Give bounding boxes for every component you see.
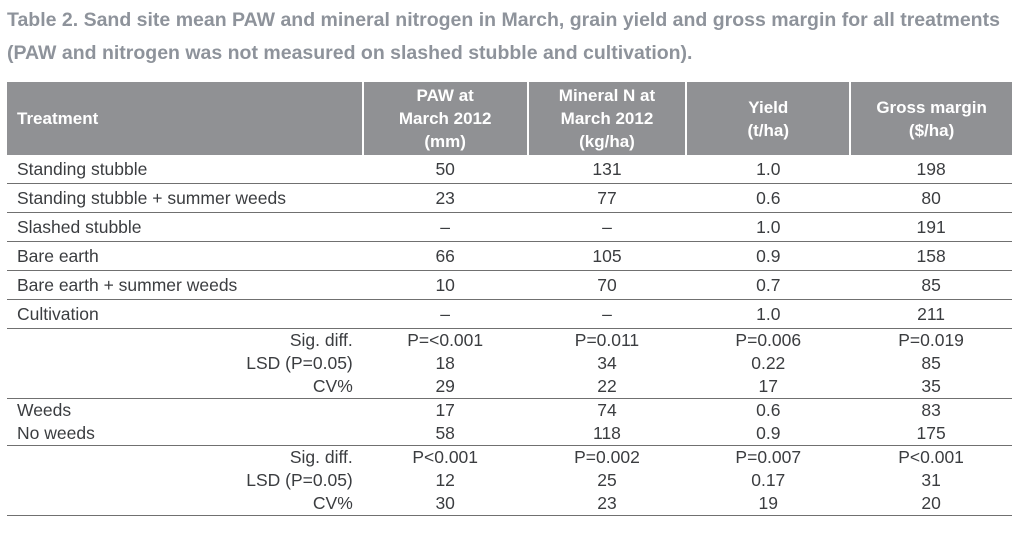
- treatment-cell: No weeds: [7, 422, 363, 446]
- table-row: Cultivation – – 1.0 211: [7, 299, 1012, 329]
- value-cell: 10: [362, 270, 528, 300]
- value-cell: 30: [362, 492, 528, 516]
- value-cell: 50: [362, 155, 528, 184]
- value-cell: 175: [850, 422, 1012, 446]
- value-cell: 23: [362, 183, 528, 213]
- treatment-cell: Standing stubble: [7, 155, 363, 184]
- stats-row-lsd: LSD (P=0.05) 12 25 0.17 31: [7, 469, 1012, 492]
- value-cell: 34: [597, 353, 617, 373]
- value-cell: 0.6: [756, 400, 781, 420]
- value-cell: P=0.007: [735, 447, 802, 467]
- table-row: Slashed stubble – – 1.0 191: [7, 212, 1012, 242]
- header-row: Treatment PAW at March 2012 (mm) Mineral…: [7, 82, 1012, 155]
- value-cell: 17: [435, 400, 455, 420]
- column-header-paw: PAW at March 2012 (mm): [361, 82, 528, 155]
- value-cell: 83: [921, 400, 941, 420]
- value-cell: P<0.001: [898, 447, 964, 467]
- treatment-cell: Weeds: [17, 400, 72, 420]
- value-cell: P=0.002: [574, 447, 640, 467]
- value-cell: 198: [850, 155, 1012, 184]
- treatment-cell: Cultivation: [7, 299, 363, 329]
- value-cell: 118: [527, 422, 687, 446]
- value-cell: 77: [527, 183, 687, 213]
- treatment-cell: Bare earth: [7, 241, 363, 271]
- value-cell: 105: [527, 241, 687, 271]
- value-cell: 31: [921, 470, 941, 490]
- value-cell: P=0.011: [574, 330, 640, 350]
- value-cell: 0.9: [686, 241, 851, 271]
- value-cell: 18: [435, 353, 455, 373]
- value-cell: 29: [362, 375, 528, 399]
- value-cell: 131: [527, 155, 687, 184]
- value-cell: –: [527, 212, 687, 242]
- results-table: Treatment PAW at March 2012 (mm) Mineral…: [7, 82, 1012, 516]
- value-cell: 17: [686, 375, 851, 399]
- table-row: Bare earth + summer weeds 10 70 0.7 85: [7, 270, 1012, 300]
- stat-label: CV%: [7, 492, 363, 516]
- value-cell: 85: [850, 270, 1012, 300]
- table-row: Weeds 17 74 0.6 83: [7, 399, 1012, 423]
- document-page: Table 2. Sand site mean PAW and mineral …: [7, 9, 1012, 516]
- stat-label: LSD (P=0.05): [246, 470, 353, 490]
- stats-row-lsd: LSD (P=0.05) 18 34 0.22 85: [7, 352, 1012, 375]
- stat-label: Sig. diff.: [289, 330, 353, 350]
- value-cell: 25: [597, 470, 617, 490]
- stats-row-cv: CV% 29 22 17 35: [7, 375, 1012, 399]
- table-caption: Table 2. Sand site mean PAW and mineral …: [7, 9, 1000, 64]
- value-cell: 66: [362, 241, 528, 271]
- stat-label: CV%: [7, 375, 363, 399]
- value-cell: P=0.006: [735, 330, 802, 350]
- treatment-cell: Standing stubble + summer weeds: [7, 183, 363, 213]
- value-cell: P=0.019: [898, 330, 964, 350]
- stats-row-sig-diff: Sig. diff. P<0.001 P=0.002 P=0.007 P<0.0…: [7, 446, 1012, 470]
- value-cell: 158: [850, 241, 1012, 271]
- value-cell: 80: [850, 183, 1012, 213]
- table-row: Standing stubble + summer weeds 23 77 0.…: [7, 183, 1012, 213]
- value-cell: P=<0.001: [407, 330, 484, 350]
- treatment-cell: Bare earth + summer weeds: [7, 270, 363, 300]
- stats-row-cv: CV% 30 23 19 20: [7, 492, 1012, 516]
- column-header-gross-margin: Gross margin ($/ha): [849, 82, 1012, 155]
- value-cell: 1.0: [686, 155, 851, 184]
- value-cell: 0.22: [751, 353, 786, 373]
- table-header: Treatment PAW at March 2012 (mm) Mineral…: [7, 82, 1012, 155]
- value-cell: 0.9: [686, 422, 851, 446]
- value-cell: 20: [850, 492, 1012, 516]
- value-cell: 0.6: [686, 183, 851, 213]
- value-cell: 211: [850, 299, 1012, 329]
- value-cell: 35: [850, 375, 1012, 399]
- value-cell: 0.7: [686, 270, 851, 300]
- value-cell: 85: [921, 353, 941, 373]
- column-header-mineral-n: Mineral N at March 2012 (kg/ha): [526, 82, 687, 155]
- value-cell: P<0.001: [412, 447, 479, 467]
- value-cell: 70: [527, 270, 687, 300]
- value-cell: 74: [597, 400, 617, 420]
- value-cell: 0.17: [751, 470, 786, 490]
- stat-label: Sig. diff.: [289, 447, 353, 467]
- value-cell: 191: [850, 212, 1012, 242]
- table-body: Standing stubble 50 131 1.0 198 Standing…: [7, 155, 1012, 516]
- value-cell: –: [527, 299, 687, 329]
- value-cell: –: [362, 212, 528, 242]
- value-cell: 23: [527, 492, 687, 516]
- column-header-treatment: Treatment: [7, 82, 363, 155]
- value-cell: 1.0: [686, 212, 851, 242]
- value-cell: 22: [527, 375, 687, 399]
- table-row: Bare earth 66 105 0.9 158: [7, 241, 1012, 271]
- table-row: Standing stubble 50 131 1.0 198: [7, 155, 1012, 184]
- value-cell: 19: [686, 492, 851, 516]
- column-header-yield: Yield (t/ha): [685, 82, 851, 155]
- stats-row-sig-diff: Sig. diff. P=<0.001 P=0.011 P=0.006 P=0.…: [7, 329, 1012, 353]
- treatment-cell: Slashed stubble: [7, 212, 363, 242]
- stat-label: LSD (P=0.05): [246, 353, 353, 373]
- value-cell: –: [362, 299, 528, 329]
- value-cell: 1.0: [686, 299, 851, 329]
- value-cell: 58: [362, 422, 528, 446]
- value-cell: 12: [435, 470, 455, 490]
- table-row: No weeds 58 118 0.9 175: [7, 422, 1012, 446]
